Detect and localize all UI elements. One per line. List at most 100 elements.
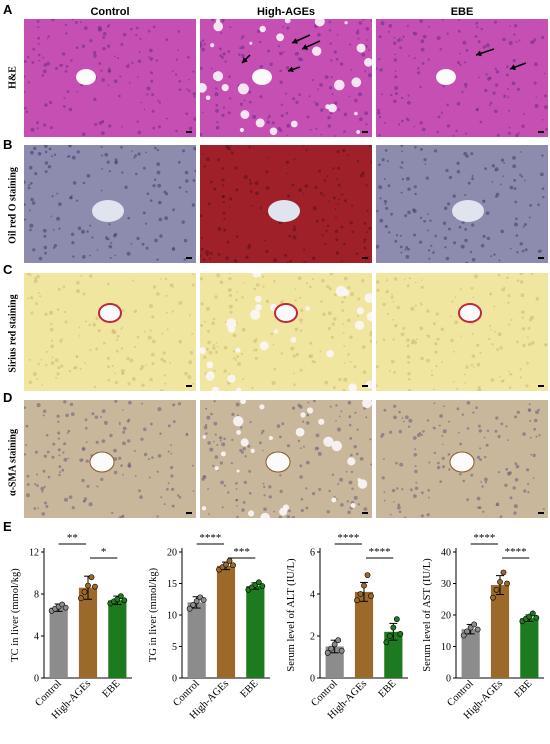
y-tick-label: 0 <box>34 674 39 685</box>
y-tick-label: 20 <box>441 611 451 622</box>
data-point <box>190 602 197 608</box>
data-point <box>338 647 345 654</box>
significance-label: **** <box>473 532 495 544</box>
scale-bar <box>362 131 368 133</box>
bar <box>325 646 344 678</box>
data-point <box>393 616 400 623</box>
data-point <box>397 631 404 637</box>
scale-bar <box>186 512 192 514</box>
y-tick-label: 4 <box>310 590 315 601</box>
panel-letter-e: E <box>3 519 12 534</box>
data-point <box>200 596 207 603</box>
column-header-control: Control <box>90 6 130 18</box>
y-axis-label: TG in liver (mmol/kg) <box>148 567 159 662</box>
y-tick-label: 12 <box>29 548 39 559</box>
scale-bar <box>538 131 544 133</box>
bar <box>461 629 480 678</box>
data-point <box>354 597 360 604</box>
micrograph-he-high-ages <box>200 19 372 137</box>
data-point <box>193 598 200 605</box>
y-tick-label: 20 <box>167 548 177 559</box>
arrow-icon <box>287 66 301 73</box>
bar <box>354 591 374 678</box>
data-point <box>390 624 397 631</box>
scale-bar <box>538 385 544 387</box>
bar <box>187 602 206 678</box>
data-point <box>328 645 335 652</box>
y-tick-label: 40 <box>441 548 451 559</box>
data-point <box>62 604 69 611</box>
data-point <box>357 591 364 597</box>
row-label-sma: α-SMA staining <box>7 429 19 496</box>
micrograph-oil-red-control <box>24 145 196 263</box>
data-point <box>504 580 510 587</box>
data-point <box>255 579 262 586</box>
data-point <box>386 633 393 639</box>
scale-bar <box>186 257 192 259</box>
micrograph-sma-control <box>24 400 196 518</box>
y-tick-label: 6 <box>310 548 315 559</box>
scale-bar <box>538 257 544 259</box>
y-axis-label: Serum level of ALT (IU/L) <box>286 558 297 672</box>
data-point <box>186 605 193 612</box>
y-tick-label: 5 <box>172 642 177 653</box>
significance-label: ** <box>67 532 78 544</box>
column-header-high-ages: High-AGEs <box>256 6 316 18</box>
data-point <box>335 637 342 644</box>
data-point <box>81 589 88 595</box>
data-point <box>121 597 128 604</box>
data-point <box>533 614 540 621</box>
micrograph-he-control <box>24 19 196 137</box>
data-point <box>471 621 478 628</box>
y-tick-label: 8 <box>34 590 39 601</box>
scale-bar <box>362 385 368 387</box>
row-label-he: H&E <box>7 66 19 89</box>
data-point <box>78 595 84 602</box>
bar <box>108 600 127 678</box>
panel-letter-b: B <box>3 137 13 152</box>
data-point <box>331 641 338 648</box>
data-point <box>88 574 95 581</box>
data-point <box>474 626 481 633</box>
data-point <box>259 583 266 589</box>
data-point <box>324 649 331 656</box>
y-tick-label: 30 <box>441 579 451 590</box>
data-point <box>117 593 124 599</box>
panel-letter-d: D <box>3 390 13 405</box>
y-axis-label: TC in liver (mmol/kg) <box>10 568 21 662</box>
y-tick-label: 4 <box>34 632 39 643</box>
y-tick-label: 15 <box>167 579 177 590</box>
micrograph-sirius-red-ebe <box>376 273 548 391</box>
row-label-sirius-red: Sirius red staining <box>7 294 19 373</box>
y-tick-label: 0 <box>310 674 315 685</box>
arrow-icon <box>509 62 527 71</box>
significance-label: **** <box>199 532 221 544</box>
micrograph-oil-red-high-ages <box>200 145 372 263</box>
y-tick-label: 10 <box>167 611 177 622</box>
bar <box>49 607 68 678</box>
arrow-icon <box>291 34 311 44</box>
arrow-icon <box>475 48 495 57</box>
data-point <box>92 583 98 590</box>
data-point <box>85 582 91 589</box>
scale-bar <box>362 512 368 514</box>
scale-bar <box>186 131 192 133</box>
data-point <box>364 572 371 578</box>
bar <box>216 565 236 678</box>
arrow-icon <box>241 54 251 64</box>
bar <box>246 586 265 678</box>
scale-bar <box>186 385 192 387</box>
column-header-ebe: EBE <box>450 6 474 18</box>
data-point <box>223 561 229 568</box>
bar <box>520 618 539 678</box>
row-label-oil-red: Oil red O staining <box>7 167 19 244</box>
data-point <box>493 586 500 593</box>
significance-label: **** <box>337 532 359 544</box>
micrograph-sma-high-ages <box>200 400 372 518</box>
y-tick-label: 2 <box>310 632 315 643</box>
bar <box>490 585 510 678</box>
x-tick-label: EBE <box>239 678 261 700</box>
data-point <box>464 628 471 635</box>
